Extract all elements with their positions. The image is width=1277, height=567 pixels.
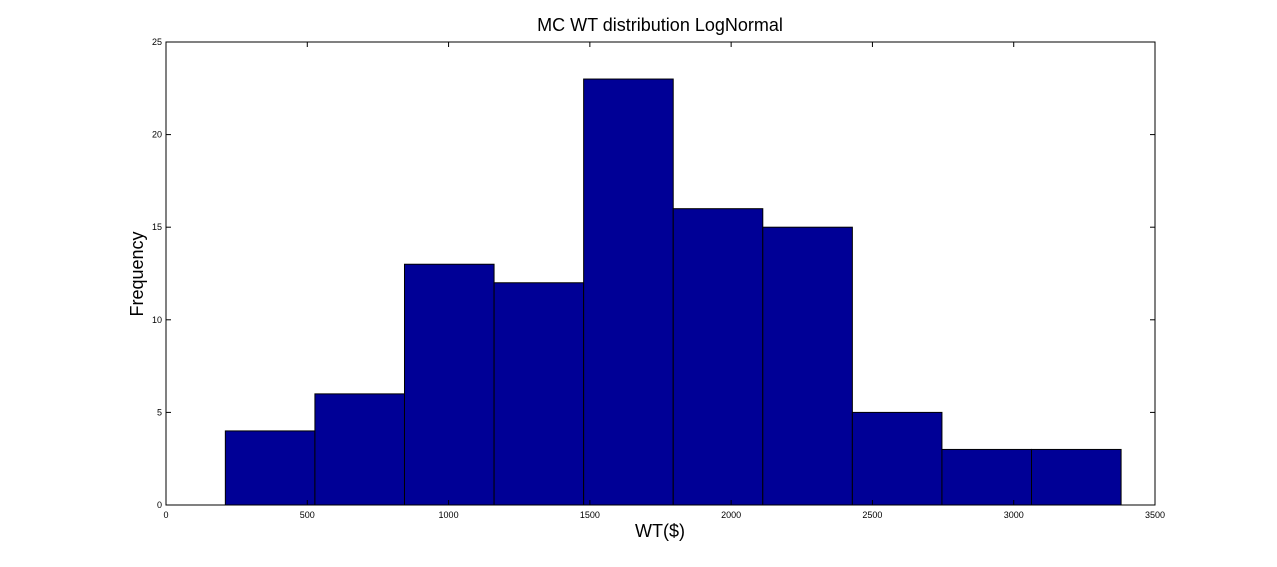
x-axis-label: WT($) [635,521,685,541]
x-tick-label: 3000 [1004,510,1024,520]
plot-frame [165,41,1156,506]
bars-group [224,78,1122,506]
y-tick-label: 10 [152,315,162,325]
histogram-bar-8 [851,411,943,506]
histogram-bar-6 [672,208,764,506]
x-tick-label: 2500 [862,510,882,520]
x-tick-label: 3500 [1145,510,1165,520]
histogram-bar-10 [1031,448,1122,506]
y-tick-labels: 0 5 10 15 20 25 [152,37,162,510]
x-tick-label: 2000 [721,510,741,520]
y-tick-label: 15 [152,222,162,232]
histogram-bar-2 [314,393,405,506]
histogram-bar-9 [941,448,1033,506]
x-tick-label: 1000 [439,510,459,520]
histogram-bar-4 [493,282,585,506]
x-tick-labels: 0 500 1000 1500 2000 2500 3000 3500 [163,510,1165,520]
ticks-group [165,41,1156,506]
y-axis-label: Frequency [127,231,147,316]
histogram-bar-7 [762,226,853,506]
y-tick-label: 25 [152,37,162,47]
y-tick-label: 0 [157,500,162,510]
y-tick-label: 20 [152,130,162,140]
x-tick-label: 0 [163,510,168,520]
chart-title: MC WT distribution LogNormal [537,15,783,35]
x-tick-label: 1500 [580,510,600,520]
x-tick-label: 500 [300,510,315,520]
histogram-bar-1 [224,430,316,506]
y-tick-label: 5 [157,407,162,417]
histogram-bar-3 [403,263,495,506]
histogram-bar-5 [583,78,674,506]
